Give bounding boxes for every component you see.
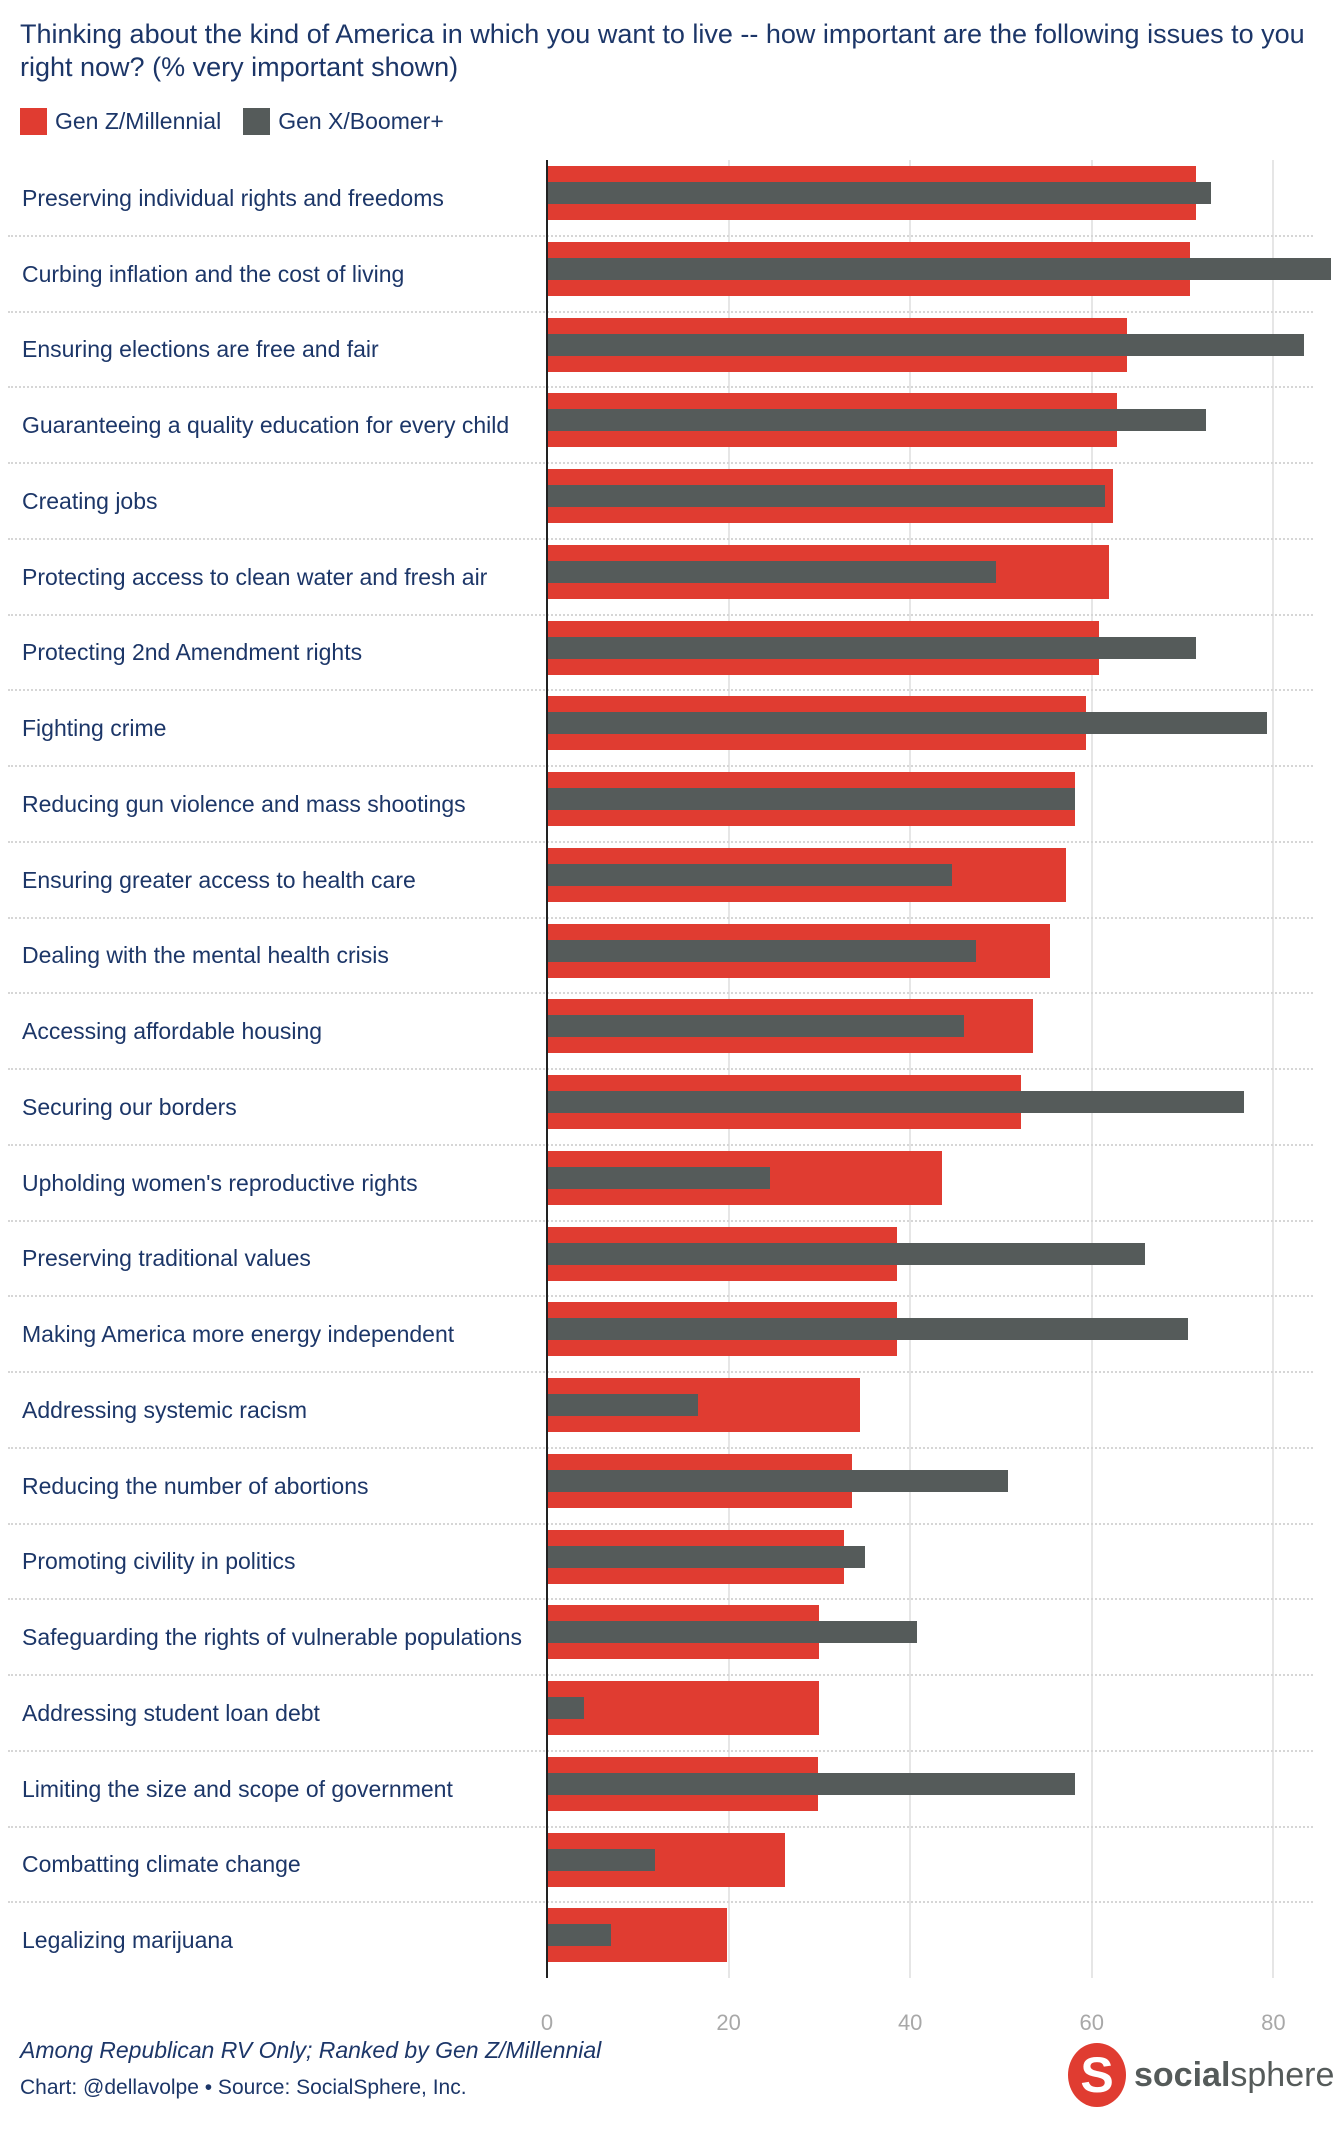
row-separator [8, 386, 1313, 389]
row-separator [8, 613, 1313, 616]
bar-genx [547, 1545, 865, 1568]
chart-title: Thinking about the kind of America in wh… [20, 19, 1305, 82]
row-separator [8, 1446, 1313, 1449]
category-label: Ensuring elections are free and fair [22, 336, 379, 363]
y-axis-line [546, 160, 548, 1978]
row-separator [8, 689, 1313, 692]
category-label: Accessing affordable housing [22, 1018, 323, 1045]
legend: Gen Z/Millennial Gen X/Boomer+ [20, 108, 444, 135]
plot-area: 0 20 40 60 80 Preserving individual rights an… [0, 160, 1340, 2035]
bar-genx [547, 257, 1331, 280]
socialsphere-logo: S socialsphere [1068, 2043, 1334, 2107]
category-label: Promoting civility in politics [22, 1548, 296, 1575]
category-label: Reducing gun violence and mass shootings [22, 790, 466, 817]
legend-item-genx: Gen X/Boomer+ [243, 108, 444, 135]
row-separator [8, 1371, 1313, 1373]
category-label: Dealing with the mental health crisis [22, 942, 389, 969]
row-separator [8, 462, 1313, 464]
category-label: Ensuring greater access to health care [22, 866, 416, 893]
category-label: Guaranteeing a quality education for eve… [22, 412, 510, 439]
bar-genx [547, 712, 1268, 735]
category-label: Addressing student loan debt [22, 1699, 320, 1726]
category-label: Addressing systemic racism [22, 1396, 308, 1423]
bar-genx [547, 1166, 771, 1189]
bar-genx [547, 1621, 918, 1644]
legend-label: Gen Z/Millennial [55, 108, 222, 134]
bar-genx [547, 485, 1106, 507]
bar-genx [547, 1848, 656, 1871]
row-separator [8, 234, 1313, 237]
legend-swatch [243, 108, 271, 135]
row-separator [8, 1749, 1313, 1752]
bar-genx [547, 1091, 1245, 1113]
x-tick-label: 0 [540, 2010, 554, 2035]
bar-genx [547, 1242, 1146, 1265]
logo-mark-icon: S [1068, 2043, 1126, 2107]
category-label: Preserving individual rights and freedom… [22, 184, 444, 211]
category-label: Combatting climate change [22, 1851, 301, 1878]
category-label: Protecting 2nd Amendment rights [22, 639, 363, 666]
row-separator [8, 992, 1313, 995]
category-label: Legalizing marijuana [22, 1927, 233, 1954]
legend-label: Gen X/Boomer+ [278, 108, 444, 134]
bar-genx [547, 182, 1211, 204]
x-tick-label: 60 [1079, 2010, 1105, 2035]
row-separator [8, 765, 1313, 767]
row-separator [8, 1068, 1313, 1070]
row-separator [8, 537, 1313, 540]
row-separator [8, 1825, 1313, 1828]
bar-genx [547, 939, 977, 962]
row-separator [8, 840, 1313, 843]
footer-credit: Chart: @dellavolpe • Source: SocialSpher… [20, 2076, 467, 2099]
category-label: Limiting the size and scope of governmen… [22, 1775, 453, 1802]
category-label: Securing our borders [22, 1093, 237, 1120]
x-tick-label: 80 [1261, 2010, 1286, 2035]
category-label: Upholding women's reproductive rights [22, 1169, 418, 1196]
bar-genz [547, 1681, 820, 1735]
bar-genx [547, 333, 1305, 356]
category-label: Protecting access to clean water and fre… [22, 563, 488, 590]
bar-genx [547, 1318, 1189, 1341]
row-separator [8, 1598, 1313, 1601]
legend-swatch [20, 108, 47, 135]
category-label: Curbing inflation and the cost of living [22, 260, 405, 287]
bar-genx [547, 788, 1075, 810]
row-separator [8, 1674, 1313, 1676]
footer-note: Among Republican RV Only; Ranked by Gen … [20, 2037, 602, 2063]
row-separator [8, 1295, 1313, 1298]
bar-genx [547, 1469, 1009, 1492]
bar-genx [547, 863, 952, 886]
category-label: Safeguarding the rights of vulnerable po… [22, 1624, 522, 1651]
bar-genx [547, 409, 1207, 432]
bar-genx [547, 1924, 611, 1947]
category-label: Preserving traditional values [22, 1245, 311, 1272]
category-label: Fighting crime [22, 715, 167, 742]
x-tick-label: 20 [716, 2010, 741, 2035]
category-label: Reducing the number of abortions [22, 1472, 369, 1499]
bar-genx [547, 1697, 585, 1719]
bar-genx [547, 636, 1197, 659]
row-separator [8, 916, 1313, 919]
legend-item-genz: Gen Z/Millennial [20, 108, 221, 135]
x-tick-label: 40 [897, 2010, 923, 2035]
bar-genx [547, 560, 996, 583]
bar-genx [547, 1772, 1076, 1795]
bar-genx [547, 1394, 698, 1416]
category-label: Making America more energy independent [22, 1321, 455, 1348]
category-label: Creating jobs [22, 487, 158, 514]
bar-genx [547, 1015, 964, 1038]
row-separator [8, 1143, 1313, 1146]
row-separator [8, 310, 1313, 313]
row-separator [8, 1901, 1313, 1904]
row-separator [8, 1522, 1313, 1525]
row-separator [8, 1219, 1313, 1222]
